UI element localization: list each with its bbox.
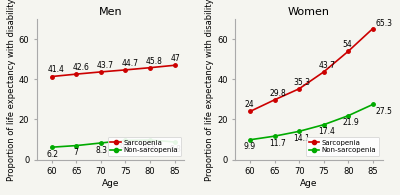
Text: 35.3: 35.3 xyxy=(294,78,310,87)
Legend: Sarcopenia, Non-sarcopenia: Sarcopenia, Non-sarcopenia xyxy=(306,137,379,156)
Non-sarcopenia xyxy=(49,146,54,148)
Text: 41.4: 41.4 xyxy=(48,65,64,74)
Sarcopenia xyxy=(321,71,326,73)
Text: 9.8: 9.8 xyxy=(144,143,156,152)
Text: 27.5: 27.5 xyxy=(376,107,392,116)
Non-sarcopenia xyxy=(297,130,302,133)
Non-sarcopenia xyxy=(248,139,252,141)
Text: 65.3: 65.3 xyxy=(376,19,393,28)
Y-axis label: Proportion of life expectancy with disability: Proportion of life expectancy with disab… xyxy=(7,0,16,181)
Non-sarcopenia xyxy=(123,139,128,142)
Sarcopenia xyxy=(370,27,375,30)
Text: 6.2: 6.2 xyxy=(46,150,58,159)
Line: Non-sarcopenia: Non-sarcopenia xyxy=(50,138,176,149)
Text: 47: 47 xyxy=(170,54,180,63)
Text: 7: 7 xyxy=(74,148,78,157)
Text: 14.1: 14.1 xyxy=(294,134,310,143)
Text: 29.8: 29.8 xyxy=(269,89,286,98)
Text: 42.6: 42.6 xyxy=(72,63,89,72)
Sarcopenia xyxy=(148,66,152,69)
Sarcopenia xyxy=(123,69,128,71)
Text: 9.6: 9.6 xyxy=(120,143,132,152)
Non-sarcopenia xyxy=(346,114,351,117)
Line: Non-sarcopenia: Non-sarcopenia xyxy=(248,103,374,142)
Line: Sarcopenia: Sarcopenia xyxy=(248,27,374,113)
Sarcopenia xyxy=(98,71,103,73)
Sarcopenia xyxy=(346,50,351,52)
Sarcopenia xyxy=(297,88,302,90)
Sarcopenia xyxy=(272,99,277,101)
Non-sarcopenia xyxy=(272,135,277,137)
Sarcopenia xyxy=(248,110,252,113)
Text: 8.3: 8.3 xyxy=(95,146,107,155)
Text: 11.7: 11.7 xyxy=(269,139,286,148)
Line: Sarcopenia: Sarcopenia xyxy=(50,64,176,78)
Text: 8.8: 8.8 xyxy=(169,145,181,154)
Non-sarcopenia xyxy=(172,141,177,143)
Text: 43.7: 43.7 xyxy=(97,61,114,70)
X-axis label: Age: Age xyxy=(300,179,318,188)
Non-sarcopenia xyxy=(321,124,326,126)
Sarcopenia xyxy=(74,73,79,75)
Text: 17.4: 17.4 xyxy=(318,127,335,136)
Non-sarcopenia xyxy=(74,144,79,147)
Sarcopenia xyxy=(172,64,177,66)
X-axis label: Age: Age xyxy=(102,179,120,188)
Text: 45.8: 45.8 xyxy=(146,57,163,66)
Non-sarcopenia xyxy=(370,103,375,106)
Text: 44.7: 44.7 xyxy=(121,59,138,68)
Sarcopenia xyxy=(49,75,54,78)
Non-sarcopenia xyxy=(98,142,103,144)
Title: Men: Men xyxy=(99,7,122,17)
Legend: Sarcopenia, Non-sarcopenia: Sarcopenia, Non-sarcopenia xyxy=(108,137,181,156)
Text: 9.9: 9.9 xyxy=(243,143,255,152)
Y-axis label: Proportion of life expectancy with disability: Proportion of life expectancy with disab… xyxy=(205,0,214,181)
Text: 43.7: 43.7 xyxy=(318,61,335,70)
Text: 24: 24 xyxy=(244,100,254,109)
Text: 21.9: 21.9 xyxy=(343,118,360,127)
Title: Women: Women xyxy=(288,7,330,17)
Text: 54: 54 xyxy=(343,40,352,49)
Non-sarcopenia xyxy=(148,139,152,141)
